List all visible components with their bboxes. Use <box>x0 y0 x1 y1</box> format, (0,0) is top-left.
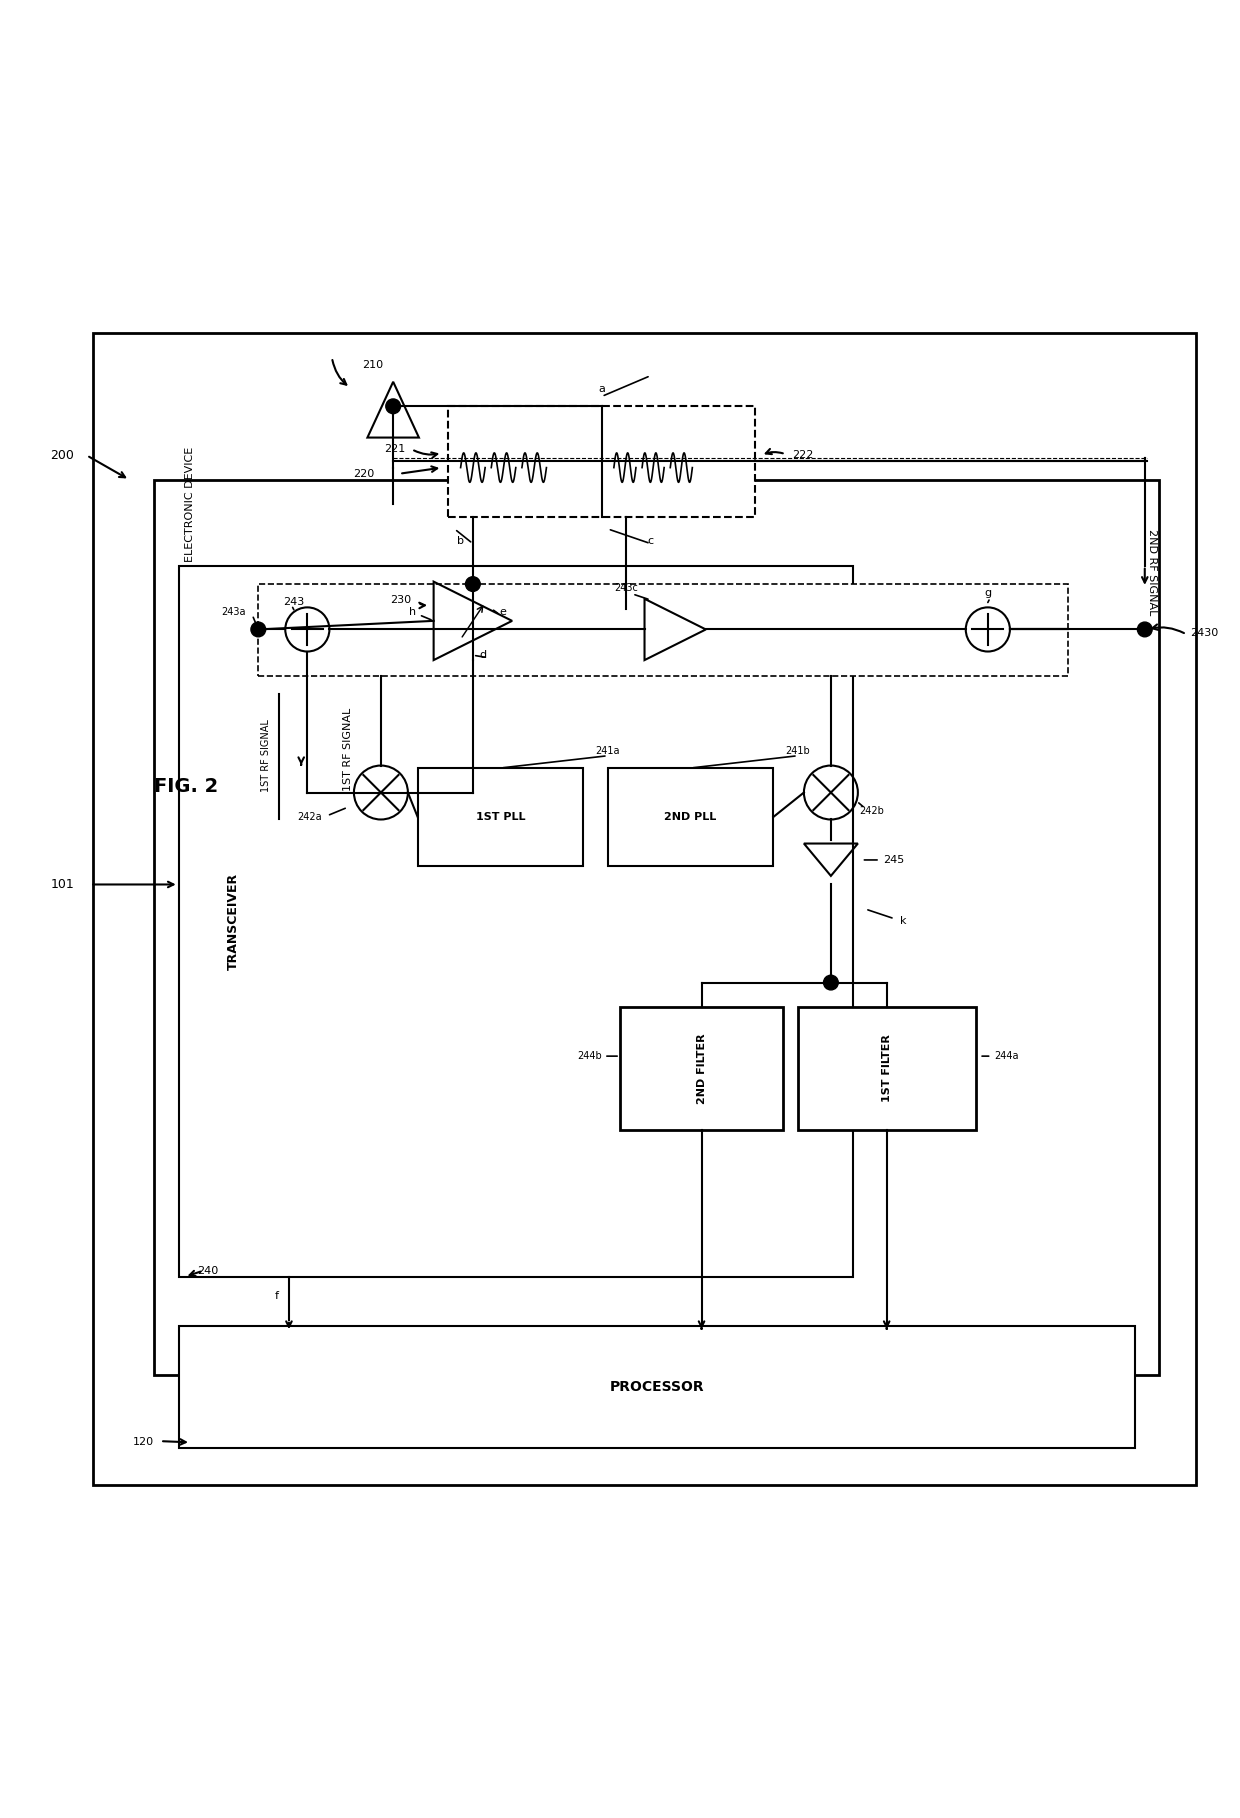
Text: b: b <box>458 536 464 545</box>
Text: d: d <box>479 649 486 660</box>
Circle shape <box>1137 622 1152 636</box>
Bar <box>179 565 853 1276</box>
Bar <box>620 1007 784 1129</box>
Text: 245: 245 <box>884 854 905 865</box>
Text: e: e <box>500 607 507 616</box>
Text: FIG. 2: FIG. 2 <box>154 776 218 796</box>
Text: 242b: 242b <box>859 805 884 816</box>
Text: 221: 221 <box>384 444 405 454</box>
Text: 241a: 241a <box>595 745 620 756</box>
Bar <box>154 480 1159 1374</box>
Text: 2430: 2430 <box>1190 629 1219 638</box>
Text: f: f <box>275 1291 279 1302</box>
Circle shape <box>823 974 838 991</box>
Text: ELECTRONIC DEVICE: ELECTRONIC DEVICE <box>185 447 195 562</box>
Text: 240: 240 <box>197 1265 218 1276</box>
Text: 230: 230 <box>391 594 412 605</box>
Text: PROCESSOR: PROCESSOR <box>610 1380 704 1394</box>
Text: 244a: 244a <box>994 1051 1018 1062</box>
Circle shape <box>465 576 480 591</box>
Text: 1ST PLL: 1ST PLL <box>476 813 526 822</box>
Bar <box>258 584 1068 676</box>
Bar <box>608 767 774 865</box>
Text: 243: 243 <box>283 598 304 607</box>
Circle shape <box>386 398 401 415</box>
Text: 1ST RF SIGNAL: 1ST RF SIGNAL <box>260 720 270 793</box>
Bar <box>418 767 583 865</box>
Text: 1ST FILTER: 1ST FILTER <box>882 1034 892 1102</box>
Text: 2ND RF SIGNAL: 2ND RF SIGNAL <box>1147 529 1157 614</box>
Text: 210: 210 <box>362 360 383 369</box>
Text: k: k <box>899 916 906 925</box>
Text: 241b: 241b <box>785 745 810 756</box>
Circle shape <box>250 622 265 636</box>
Text: TRANSCEIVER: TRANSCEIVER <box>227 873 241 969</box>
Text: 220: 220 <box>353 469 374 478</box>
Text: g: g <box>985 589 992 598</box>
Bar <box>449 405 755 516</box>
Text: 2ND FILTER: 2ND FILTER <box>697 1033 707 1104</box>
Text: h: h <box>409 607 417 616</box>
Text: 244b: 244b <box>577 1051 601 1062</box>
Text: 243c: 243c <box>614 582 639 593</box>
Text: 101: 101 <box>51 878 74 891</box>
Text: 120: 120 <box>133 1438 154 1447</box>
Text: c: c <box>647 536 653 545</box>
Text: 222: 222 <box>791 451 813 460</box>
Text: 1ST RF SIGNAL: 1ST RF SIGNAL <box>342 707 353 791</box>
Bar <box>797 1007 976 1129</box>
Text: a: a <box>598 384 605 395</box>
Text: 242a: 242a <box>298 813 322 822</box>
Text: 2ND PLL: 2ND PLL <box>665 813 717 822</box>
Text: 243a: 243a <box>222 607 246 618</box>
Bar <box>179 1325 1135 1449</box>
Text: 200: 200 <box>51 449 74 462</box>
